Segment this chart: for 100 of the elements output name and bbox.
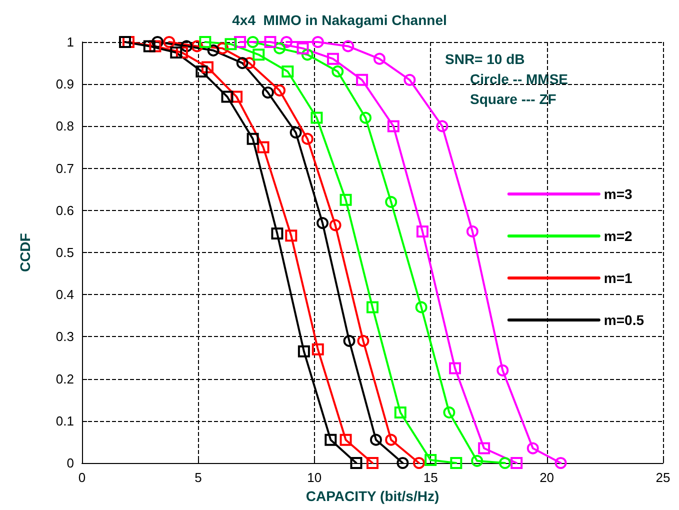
point [316,217,329,230]
point [176,46,188,59]
text: m=1 [604,270,633,286]
x-tick-label: 20 [540,470,554,485]
point [343,334,356,347]
point [301,48,314,61]
point [274,42,286,54]
point [312,36,324,48]
text: m=0.5 [604,312,644,328]
point [170,46,182,59]
y-tick-label: 0.1 [56,413,74,428]
annotation: SNR= 10 dB [445,51,525,67]
point [342,40,354,52]
point [510,457,523,469]
point [340,194,352,206]
point [554,457,567,469]
point [224,38,237,50]
point [443,406,456,418]
point [424,454,437,466]
point [196,65,208,78]
point [301,132,314,145]
y-tick-label: 0.9 [56,76,74,92]
point [191,40,204,52]
y-tick-label: 0.7 [56,160,74,176]
point [312,343,324,356]
point [236,57,248,70]
point [285,230,298,242]
chart-title: 4x4 MIMO in Nakagami Channel [232,12,447,28]
point [404,74,416,86]
point [387,120,400,132]
point [326,52,339,65]
y-tick-label: 0.3 [56,329,74,344]
point [199,36,212,48]
y-tick-label: 0.6 [56,202,74,218]
point [412,457,425,469]
point [466,225,478,238]
point [478,442,490,454]
y-tick-label: 0.4 [56,287,74,302]
y-tick-label: 0.5 [56,245,74,260]
x-tick-label: 0 [78,470,86,485]
point [252,48,265,61]
point [350,457,362,469]
point [526,442,539,454]
annotation: Circle -- MMSE [470,71,568,87]
point [498,457,511,469]
point [366,457,378,469]
point [394,406,406,418]
point [416,225,428,238]
point [163,36,176,48]
y-axis-title: CCDF [17,232,33,272]
point [201,61,214,74]
x-tick-label: 25 [656,470,670,485]
point [357,334,370,347]
point [296,42,309,54]
point [340,434,352,446]
point [243,57,256,70]
y-tick-label: 0 [66,456,74,470]
point [450,457,462,469]
point [373,52,386,65]
point [471,454,484,467]
point [329,219,342,232]
point [230,90,243,103]
point [257,141,270,154]
point [436,120,448,132]
x-tick-label: 10 [307,470,322,485]
point [262,86,274,99]
point [118,36,131,48]
y-tick-label: 1 [66,34,74,50]
point [246,36,259,48]
annotation: Square --- ZF [470,91,557,107]
point [385,434,398,446]
point [356,74,368,86]
point [449,362,461,374]
point [415,301,428,314]
point [298,345,310,358]
point [271,228,284,240]
point [180,40,193,52]
point [385,196,398,208]
point [370,434,382,446]
point [246,132,259,145]
point [282,65,294,78]
y-tick-label: 0.2 [56,371,74,386]
point [290,126,302,139]
x-tick-label: 5 [194,470,202,485]
point [234,36,246,48]
point [310,112,323,124]
point [216,42,229,54]
point [366,301,378,314]
point [149,40,162,52]
point [496,364,509,376]
point [143,40,156,52]
text: m=2 [604,228,633,244]
point [274,84,286,96]
point [264,36,276,48]
point [280,36,293,48]
x-axis-title: CAPACITY (bit/s/Hz) [306,488,440,504]
x-tick-label: 15 [423,470,438,485]
text: m=3 [604,186,633,202]
point [332,65,344,78]
point [324,434,337,446]
